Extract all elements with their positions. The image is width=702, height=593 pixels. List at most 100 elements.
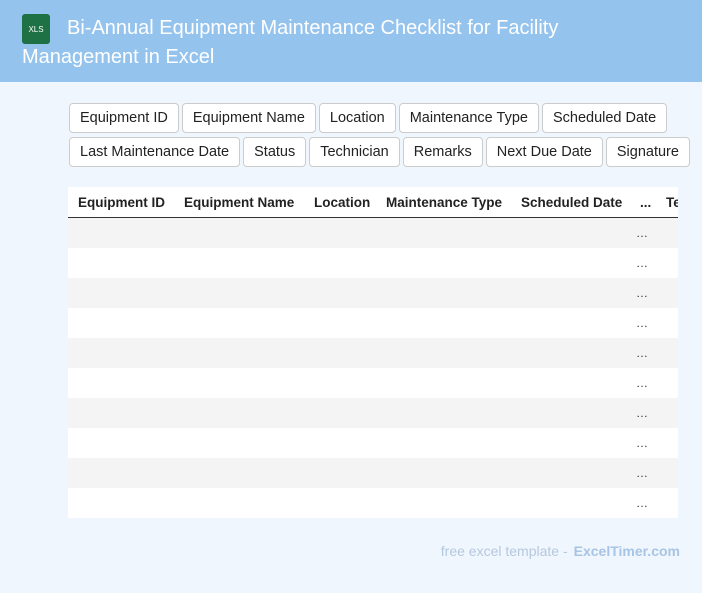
table-cell (174, 278, 304, 308)
table-cell (376, 428, 511, 458)
table-cell (68, 488, 174, 518)
table-row: … (68, 398, 678, 428)
table-cell (68, 308, 174, 338)
table-cell: … (630, 398, 656, 428)
column-header: ... (630, 187, 656, 218)
table-cell (304, 278, 376, 308)
table-cell: … (636, 316, 648, 330)
tag[interactable]: Location (318, 103, 396, 133)
table-cell (304, 428, 376, 458)
page-title: Bi-Annual Equipment Maintenance Checklis… (22, 17, 559, 68)
column-header: Scheduled Date (511, 187, 630, 218)
column-header: Equipment Name (174, 187, 304, 218)
table-cell (511, 278, 630, 308)
table-cell (656, 488, 678, 518)
table-cell: … (630, 217, 656, 248)
tag[interactable]: Technician (309, 137, 400, 167)
table-cell (174, 368, 304, 398)
table-cell (511, 458, 630, 488)
table-cell (68, 217, 174, 248)
table-cell (376, 458, 511, 488)
table-cell (174, 248, 304, 278)
header: XLS Bi-Annual Equipment Maintenance Chec… (0, 0, 702, 82)
table-row: … (68, 428, 678, 458)
table-row: … (68, 248, 678, 278)
table-cell (68, 428, 174, 458)
table-cell (68, 248, 174, 278)
table-cell: … (630, 278, 656, 308)
table-row: … (68, 217, 678, 248)
table-cell (656, 368, 678, 398)
table-cell (376, 398, 511, 428)
column-header: Technician (656, 187, 678, 218)
table-cell (511, 338, 630, 368)
table-cell (174, 217, 304, 248)
table-row: … (68, 278, 678, 308)
table-cell: … (636, 256, 648, 270)
table-cell (376, 338, 511, 368)
tag[interactable]: Equipment ID (69, 103, 179, 133)
tag[interactable]: Remarks (402, 137, 483, 167)
table-cell (304, 368, 376, 398)
table-row: … (68, 488, 678, 518)
table-cell (376, 308, 511, 338)
table-cell (656, 217, 678, 248)
table-row: … (68, 338, 678, 368)
table-container: Equipment ID Equipment Name Location Mainte… (68, 187, 678, 518)
table-cell (376, 217, 511, 248)
table-cell (376, 488, 511, 518)
header-row: Equipment ID Equipment Name Location Mainte… (68, 187, 678, 218)
table-cell (174, 428, 304, 458)
table-cell (656, 398, 678, 428)
tag-list: Equipment ID Equipment Name Location Mainte… (69, 103, 701, 167)
table-cell (656, 308, 678, 338)
table-cell (68, 458, 174, 488)
table-cell: … (636, 436, 648, 450)
table-cell (304, 458, 376, 488)
table-cell (304, 217, 376, 248)
tag[interactable]: Last Maintenance Date (69, 137, 241, 167)
table-cell (304, 488, 376, 518)
table-cell (511, 308, 630, 338)
footer: free excel template - ExcelTimer.com (441, 543, 680, 559)
table-row: … (68, 368, 678, 398)
tag[interactable]: Signature (605, 137, 690, 167)
table-cell (511, 217, 630, 248)
tag[interactable]: Maintenance Type (398, 103, 539, 133)
table-cell (304, 308, 376, 338)
table-cell (511, 368, 630, 398)
table-cell (174, 398, 304, 428)
tag[interactable]: Equipment Name (181, 103, 316, 133)
table-cell (511, 428, 630, 458)
table-body: ………………………… (68, 217, 678, 519)
table-cell (511, 248, 630, 278)
table-cell (376, 278, 511, 308)
table-cell (656, 338, 678, 368)
table-cell (68, 338, 174, 368)
table-cell (656, 278, 678, 308)
table-cell (511, 398, 630, 428)
column-header: Maintenance Type (376, 187, 511, 218)
table-cell (68, 398, 174, 428)
table-cell (304, 398, 376, 428)
table-cell (304, 248, 376, 278)
tag[interactable]: Scheduled Date (541, 103, 668, 133)
table-cell (656, 248, 678, 278)
table-cell (376, 248, 511, 278)
data-table: Equipment ID Equipment Name Location Mainte… (68, 187, 678, 518)
tag[interactable]: Status (243, 137, 307, 167)
table-cell (511, 488, 630, 518)
tag[interactable]: Next Due Date (485, 137, 603, 167)
table-row: … (68, 308, 678, 338)
table-cell: … (630, 458, 656, 488)
footer-link[interactable]: ExcelTimer.com (573, 543, 680, 559)
table-cell: … (630, 338, 656, 368)
table-cell: … (636, 496, 648, 510)
column-header: Equipment ID (68, 187, 174, 218)
table-cell (174, 488, 304, 518)
table-cell (656, 428, 678, 458)
table-cell (68, 278, 174, 308)
footer-text: free excel template - (440, 543, 568, 559)
table-cell (68, 368, 174, 398)
table-cell (304, 338, 376, 368)
